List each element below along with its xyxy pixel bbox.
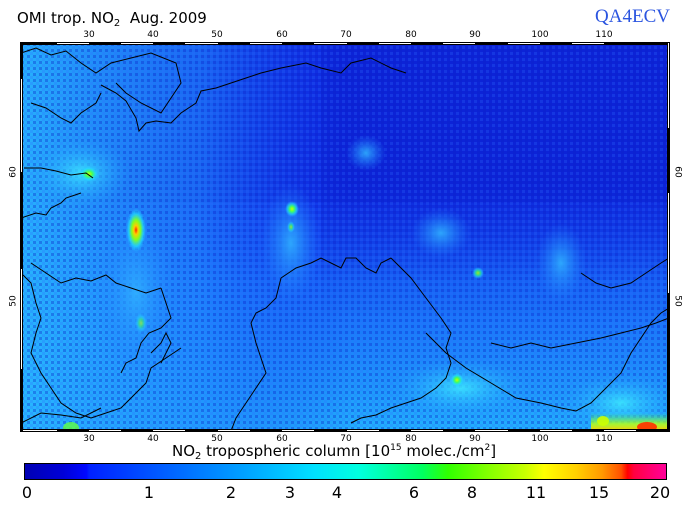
cb-tick-2: 2 xyxy=(225,483,237,502)
x-tick-bottom-100: 100 xyxy=(531,434,549,444)
title-date: Aug. 2009 xyxy=(120,9,207,27)
y-tick-right-60: 60 xyxy=(672,166,683,178)
x-tick-bottom-30: 30 xyxy=(83,434,95,444)
x-tick-top-100: 100 xyxy=(531,30,549,40)
x-tick-bottom-80: 80 xyxy=(405,434,417,444)
x-tick-top-40: 40 xyxy=(147,30,159,40)
y-tick-left-50: 50 xyxy=(8,295,19,307)
chart-title: OMI trop. NO2 Aug. 2009 xyxy=(17,9,207,29)
colorbar xyxy=(24,463,667,480)
cb-tick-20: 20 xyxy=(649,483,671,502)
cb-tick-4: 4 xyxy=(331,483,343,502)
x-tick-bottom-90: 90 xyxy=(469,434,481,444)
cb-label-sub: 2 xyxy=(195,451,202,462)
y-tick-right-50: 50 xyxy=(672,295,683,307)
x-tick-top-90: 90 xyxy=(469,30,481,40)
cb-tick-8: 8 xyxy=(466,483,478,502)
x-tick-top-30: 30 xyxy=(83,30,95,40)
x-tick-bottom-110: 110 xyxy=(595,434,613,444)
top-axis-bar xyxy=(21,42,670,45)
x-tick-bottom-40: 40 xyxy=(147,434,159,444)
cb-label-exp: 15 xyxy=(390,443,402,453)
brand-label: QA4ECV xyxy=(595,6,670,27)
y-tick-left-60: 60 xyxy=(8,166,19,178)
x-tick-bottom-60: 60 xyxy=(276,434,288,444)
right-axis-bar xyxy=(667,43,670,431)
cb-label-unit: molec./cm xyxy=(401,442,485,460)
left-axis-bar xyxy=(20,43,23,431)
cb-label-mid: tropospheric column [10 xyxy=(201,442,391,460)
cb-label-end: ] xyxy=(490,442,497,460)
x-tick-bottom-70: 70 xyxy=(340,434,352,444)
x-tick-top-80: 80 xyxy=(405,30,417,40)
colorbar-title: NO2 tropospheric column [1015 molec./cm2… xyxy=(172,442,496,462)
cb-tick-6: 6 xyxy=(408,483,420,502)
cb-tick-1: 1 xyxy=(143,483,155,502)
x-tick-top-60: 60 xyxy=(276,30,288,40)
bottom-axis-bar xyxy=(21,429,670,432)
x-tick-top-70: 70 xyxy=(340,30,352,40)
cb-tick-15: 15 xyxy=(588,483,610,502)
x-tick-bottom-50: 50 xyxy=(211,434,223,444)
cb-tick-11: 11 xyxy=(525,483,547,502)
cb-label-no: NO xyxy=(172,442,196,460)
cb-tick-3: 3 xyxy=(284,483,296,502)
title-subscript: 2 xyxy=(113,18,121,29)
cb-label-unit-exp: 2 xyxy=(484,443,491,453)
x-tick-top-50: 50 xyxy=(211,30,223,40)
map-image xyxy=(21,43,669,431)
no2-map xyxy=(21,43,669,431)
cb-tick-0: 0 xyxy=(21,483,33,502)
title-text: OMI trop. NO xyxy=(17,9,114,27)
x-tick-top-110: 110 xyxy=(595,30,613,40)
